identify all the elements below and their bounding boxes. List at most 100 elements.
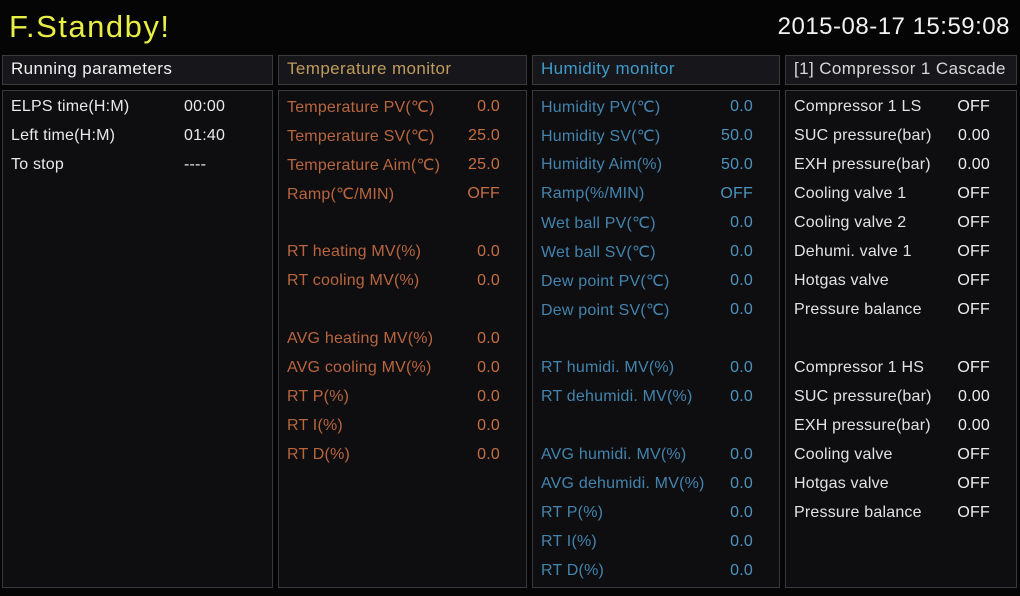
row-label: Dew point PV(℃): [541, 272, 670, 290]
monitor-row: Cooling valve OFF: [786, 440, 1016, 469]
row-label: Dehumi. valve 1: [794, 242, 912, 260]
monitor-row: Cooling valve 1 OFF: [786, 179, 1016, 208]
row-label: EXH pressure(bar): [794, 416, 931, 434]
titlebar: F.Standby! 2015-08-17 15:59:08: [0, 0, 1020, 54]
row-label: Compressor 1 HS: [794, 358, 925, 376]
monitor-row: Pressure balance OFF: [786, 295, 1016, 324]
monitor-row: Dehumi. valve 1 OFF: [786, 237, 1016, 266]
monitor-row: AVG heating MV(%) 0.0: [279, 324, 526, 353]
row-label: Temperature PV(℃): [287, 98, 435, 116]
row-value: 0.0: [477, 242, 500, 260]
row-value: OFF: [957, 474, 990, 492]
row-value: 0.00: [958, 387, 990, 405]
row-label: Wet ball PV(℃): [541, 214, 656, 232]
monitor-row: ELPS time(H:M) 00:00: [3, 92, 272, 121]
row-label: Cooling valve: [794, 445, 893, 463]
monitor-row: AVG dehumidi. MV(%) 0.0: [533, 469, 779, 498]
row-value: 0.00: [958, 126, 990, 144]
row-label: RT cooling MV(%): [287, 271, 420, 289]
monitor-row: Left time(H:M) 01:40: [3, 121, 272, 150]
row-value: OFF: [957, 445, 990, 463]
row-label: Compressor 1 LS: [794, 97, 922, 115]
row-label: Humidity Aim(%): [541, 155, 663, 173]
row-label: Hotgas valve: [794, 271, 889, 289]
row-label: RT dehumidi. MV(%): [541, 387, 693, 405]
row-value: 25.0: [468, 155, 500, 173]
row-label: RT D(%): [541, 561, 605, 579]
row-label: To stop: [11, 155, 64, 173]
row-value: 0.00: [958, 416, 990, 434]
panel-header-temperature-monitor: Temperature monitor: [287, 59, 452, 78]
monitor-row: Cooling valve 2 OFF: [786, 208, 1016, 237]
panel-body: ELPS time(H:M) 00:00 Left time(H:M) 01:4…: [2, 90, 273, 588]
row-label: Hotgas valve: [794, 474, 889, 492]
monitor-row: Dew point SV(℃) 0.0: [533, 295, 779, 324]
row-value: 0.0: [730, 300, 753, 318]
panel-body: Humidity PV(℃) 0.0 Humidity SV(℃) 50.0 H…: [532, 90, 780, 588]
row-value: 00:00: [184, 97, 226, 115]
monitor-row: Compressor 1 LS OFF: [786, 92, 1016, 121]
row-value: 50.0: [721, 126, 753, 144]
row-value: 0.0: [477, 97, 500, 115]
row-value: 0.0: [730, 561, 753, 579]
monitor-row: Temperature Aim(℃) 25.0: [279, 150, 526, 179]
row-label: EXH pressure(bar): [794, 155, 931, 173]
monitor-row: Humidity PV(℃) 0.0: [533, 92, 779, 121]
monitor-panels: Running parameters ELPS time(H:M) 00:00 …: [2, 55, 1017, 588]
row-value: OFF: [957, 358, 990, 376]
row-value: 0.0: [477, 329, 500, 347]
row-value: 0.0: [730, 358, 753, 376]
monitor-row: Pressure balance OFF: [786, 498, 1016, 527]
monitor-row: Ramp(%/MIN) OFF: [533, 179, 779, 208]
panel-running-parameters: Running parameters ELPS time(H:M) 00:00 …: [2, 55, 273, 588]
row-label: Wet ball SV(℃): [541, 243, 656, 261]
monitor-row: Wet ball PV(℃) 0.0: [533, 208, 779, 237]
panel-header-humidity-monitor: Humidity monitor: [541, 59, 675, 78]
monitor-row: SUC pressure(bar) 0.00: [786, 121, 1016, 150]
row-label: AVG humidi. MV(%): [541, 445, 687, 463]
monitor-row: RT humidi. MV(%) 0.0: [533, 353, 779, 382]
row-value: 0.0: [730, 387, 753, 405]
row-label: Cooling valve 1: [794, 184, 907, 202]
row-label: Cooling valve 2: [794, 213, 907, 231]
monitor-row: AVG humidi. MV(%) 0.0: [533, 440, 779, 469]
panel-temperature-monitor: Temperature monitor Temperature PV(℃) 0.…: [278, 55, 527, 588]
row-label: RT heating MV(%): [287, 242, 422, 260]
monitor-row: To stop ----: [3, 150, 272, 179]
monitor-row: AVG cooling MV(%) 0.0: [279, 353, 526, 382]
row-label: Humidity PV(℃): [541, 98, 661, 116]
row-label: RT I(%): [287, 416, 343, 434]
monitor-row: Compressor 1 HS OFF: [786, 353, 1016, 382]
row-value: 0.00: [958, 155, 990, 173]
page-title: F.Standby!: [9, 9, 171, 44]
row-label: SUC pressure(bar): [794, 126, 932, 144]
monitor-row: RT I(%) 0.0: [279, 411, 526, 440]
monitor-row: RT D(%) 0.0: [533, 556, 779, 585]
monitor-row: RT P(%) 0.0: [533, 498, 779, 527]
row-label: AVG dehumidi. MV(%): [541, 474, 705, 492]
monitor-row: SUC pressure(bar) 0.00: [786, 382, 1016, 411]
row-label: Left time(H:M): [11, 126, 116, 144]
monitor-row: Temperature PV(℃) 0.0: [279, 92, 526, 121]
row-value: 0.0: [730, 97, 753, 115]
row-label: Pressure balance: [794, 503, 922, 521]
panel-humidity-monitor: Humidity monitor Humidity PV(℃) 0.0 Humi…: [532, 55, 780, 588]
row-value: OFF: [957, 300, 990, 318]
row-label: Humidity SV(℃): [541, 127, 661, 145]
row-label: Ramp(℃/MIN): [287, 185, 395, 203]
monitor-row: RT P(%) 0.0: [279, 382, 526, 411]
row-label: AVG heating MV(%): [287, 329, 434, 347]
row-value: OFF: [957, 213, 990, 231]
row-value: 0.0: [730, 474, 753, 492]
panel-body: Temperature PV(℃) 0.0 Temperature SV(℃) …: [278, 90, 527, 588]
row-value: 0.0: [477, 271, 500, 289]
monitor-row: RT heating MV(%) 0.0: [279, 237, 526, 266]
monitor-row: EXH pressure(bar) 0.00: [786, 411, 1016, 440]
row-label: Temperature Aim(℃): [287, 156, 441, 174]
monitor-row: Temperature SV(℃) 25.0: [279, 121, 526, 150]
row-label: Pressure balance: [794, 300, 922, 318]
row-value: ----: [184, 155, 207, 173]
panel-header-compressor-1-cascade: [1] Compressor 1 Cascade: [794, 59, 1006, 78]
monitor-row: Ramp(℃/MIN) OFF: [279, 179, 526, 208]
